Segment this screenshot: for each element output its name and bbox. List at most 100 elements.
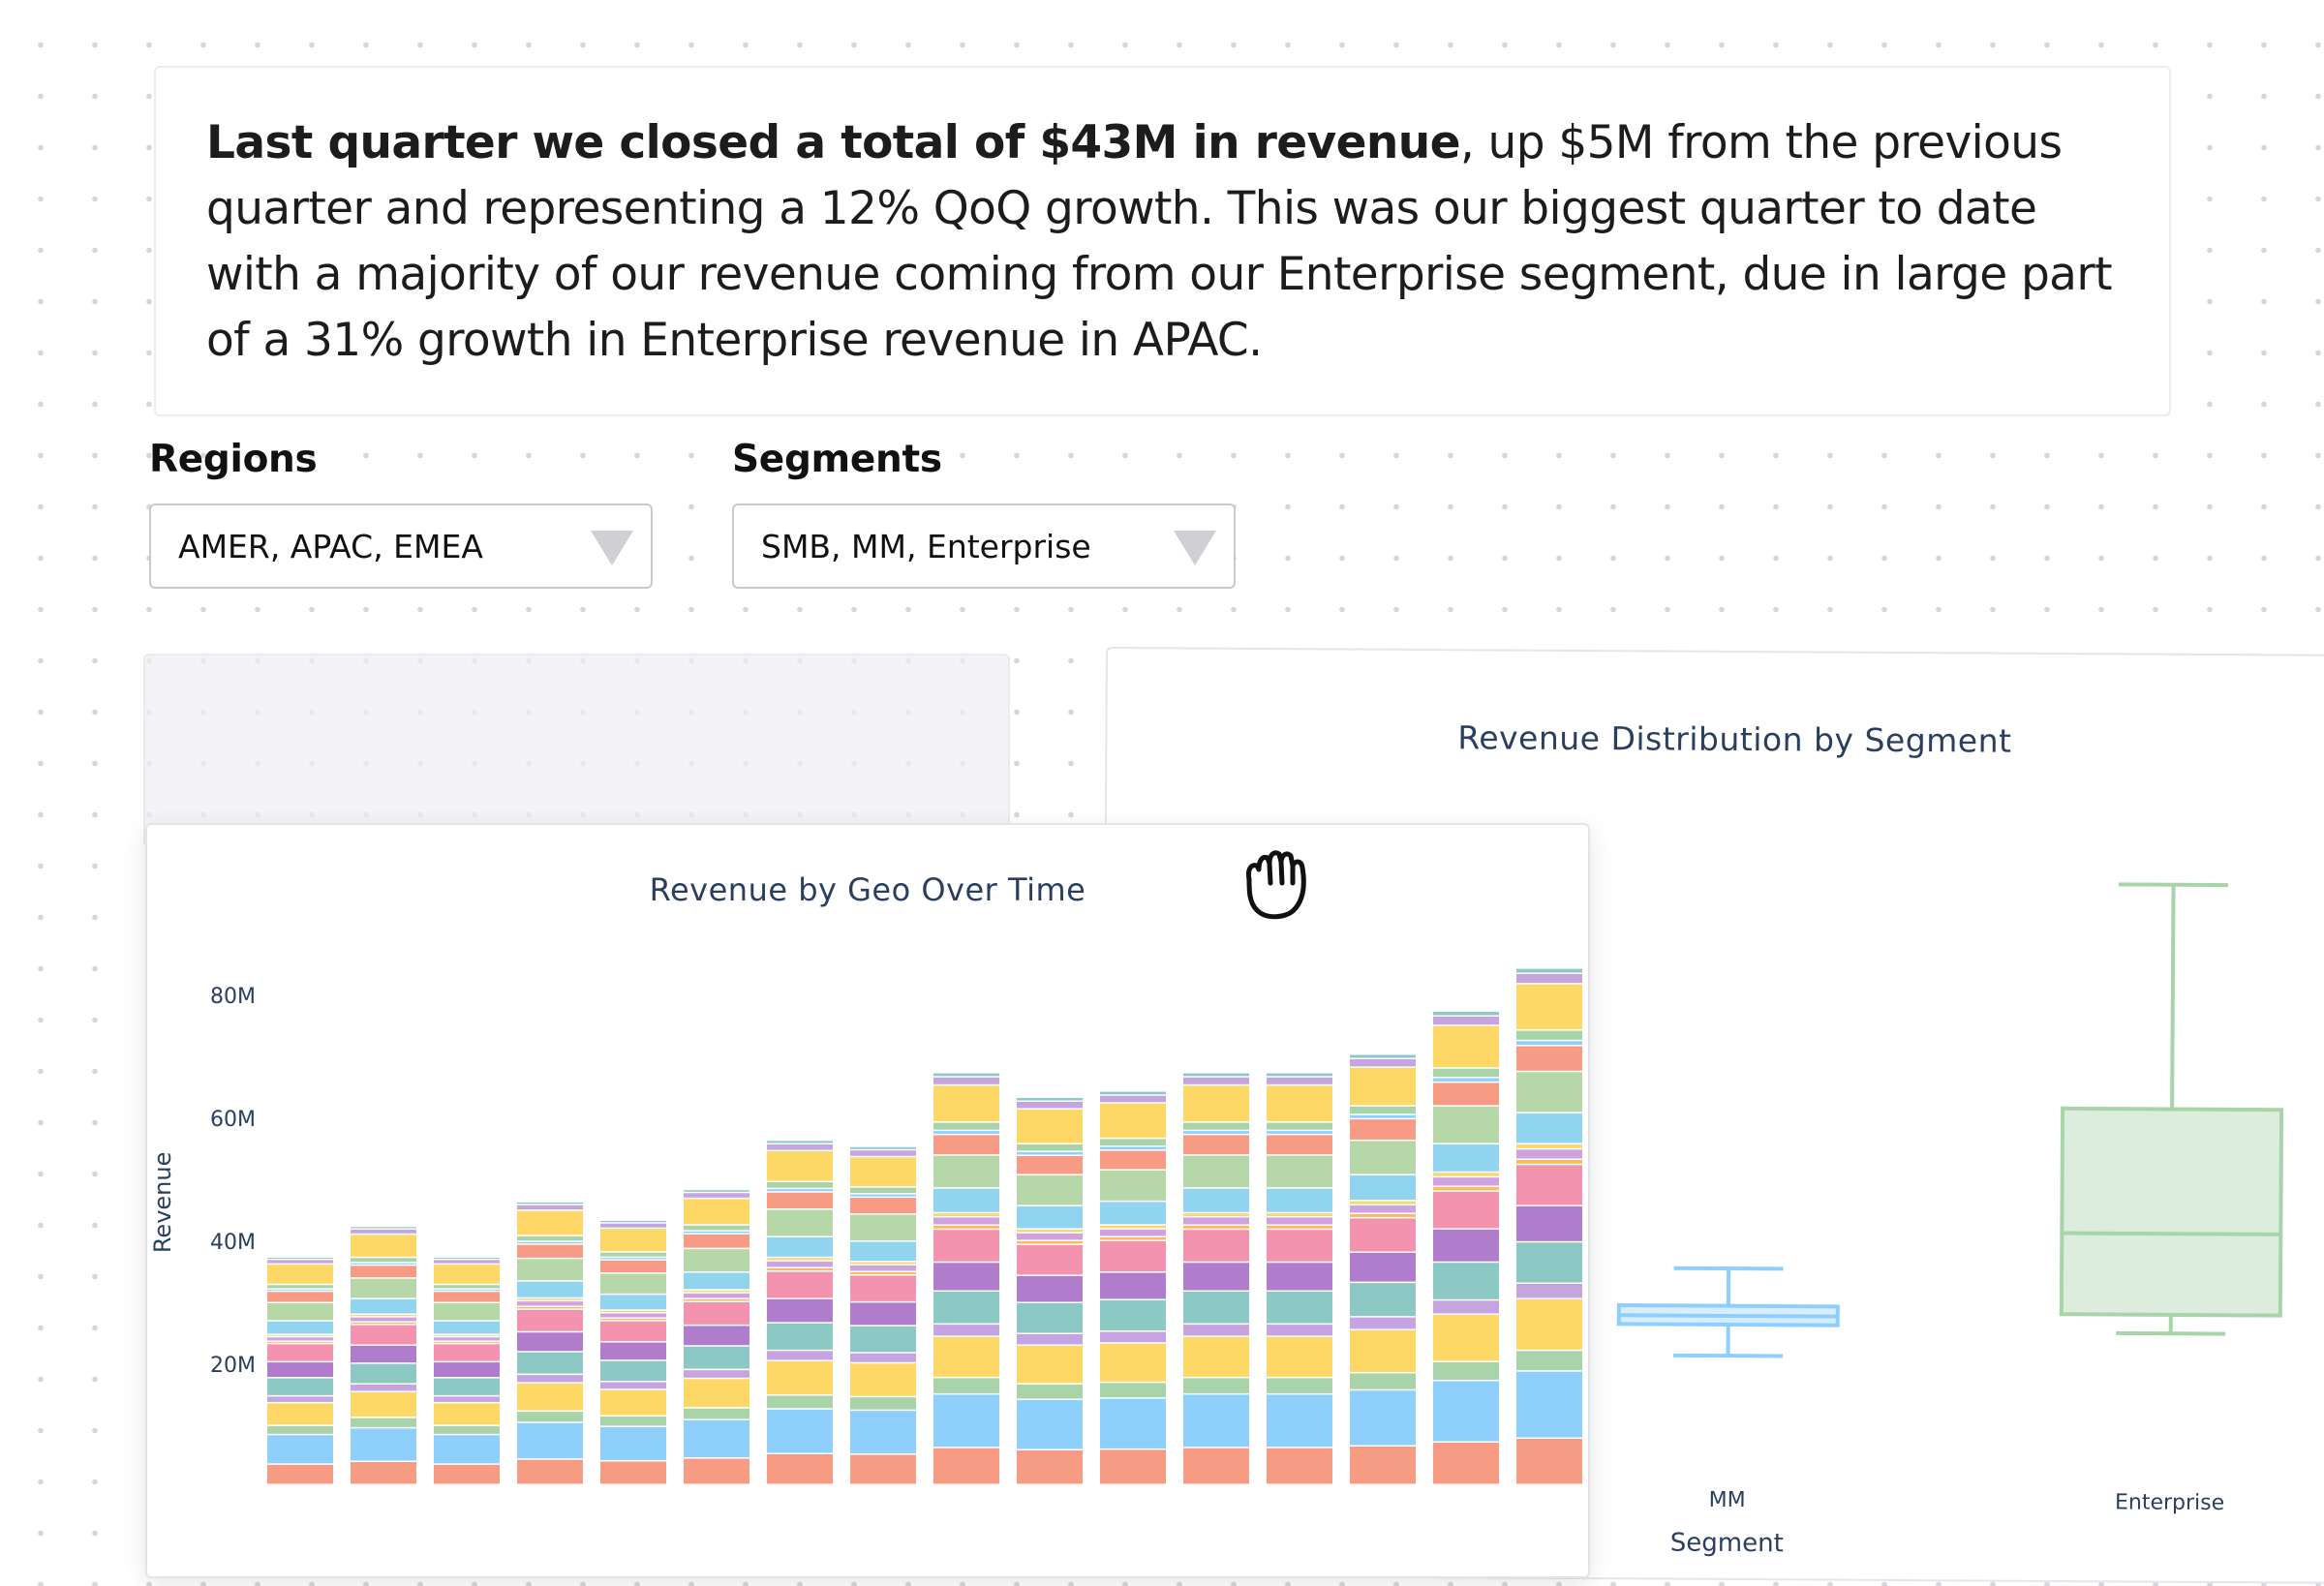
bar-segment[interactable] bbox=[1183, 1226, 1249, 1229]
bar-segment[interactable] bbox=[1100, 1104, 1166, 1138]
bar-segment[interactable] bbox=[1017, 1276, 1083, 1302]
bar-segment[interactable] bbox=[600, 1229, 666, 1251]
bar-segment[interactable] bbox=[434, 1465, 500, 1484]
bar-segment[interactable] bbox=[933, 1230, 999, 1262]
bar-segment[interactable] bbox=[1267, 1230, 1332, 1262]
bar-segment[interactable] bbox=[1516, 969, 1582, 973]
bar-segment[interactable] bbox=[1100, 1230, 1166, 1236]
bar-segment[interactable] bbox=[1017, 1098, 1083, 1101]
bar-stack[interactable] bbox=[517, 1203, 583, 1484]
bar-segment[interactable] bbox=[517, 1298, 583, 1299]
bar-segment[interactable] bbox=[351, 1392, 416, 1417]
chevron-down-icon[interactable] bbox=[591, 531, 633, 565]
bar-segment[interactable] bbox=[517, 1423, 583, 1458]
bar-segment[interactable] bbox=[434, 1435, 500, 1463]
bar-segment[interactable] bbox=[1267, 1085, 1332, 1121]
bar-segment[interactable] bbox=[434, 1265, 500, 1284]
bar-segment[interactable] bbox=[1267, 1156, 1332, 1188]
bar-segment[interactable] bbox=[1516, 1144, 1582, 1148]
bar-segment[interactable] bbox=[600, 1361, 666, 1381]
bar-segment[interactable] bbox=[434, 1292, 500, 1301]
bar-segment[interactable] bbox=[767, 1410, 833, 1453]
bar-segment[interactable] bbox=[1350, 1068, 1416, 1106]
bar-segment[interactable] bbox=[1183, 1337, 1249, 1377]
box-enterprise[interactable] bbox=[2062, 884, 2283, 1334]
bar-segment[interactable] bbox=[600, 1314, 666, 1318]
bar-segment[interactable] bbox=[1267, 1217, 1332, 1224]
bar-segment[interactable] bbox=[1350, 1175, 1416, 1200]
bar-segment[interactable] bbox=[267, 1465, 333, 1484]
bar-segment[interactable] bbox=[933, 1378, 999, 1393]
bar-segment[interactable] bbox=[517, 1301, 583, 1305]
bar-segment[interactable] bbox=[351, 1235, 416, 1257]
bar-segment[interactable] bbox=[933, 1394, 999, 1447]
bar-segment[interactable] bbox=[1350, 1214, 1416, 1217]
bar-segment[interactable] bbox=[1516, 1372, 1582, 1438]
bar-segment[interactable] bbox=[434, 1335, 500, 1336]
bar-segment[interactable] bbox=[517, 1282, 583, 1297]
bar-segment[interactable] bbox=[1183, 1135, 1249, 1154]
bar-segment[interactable] bbox=[1267, 1394, 1332, 1447]
bar-segment[interactable] bbox=[517, 1203, 583, 1204]
bar-segment[interactable] bbox=[600, 1311, 666, 1312]
bar-segment[interactable] bbox=[684, 1302, 749, 1325]
bar-segment[interactable] bbox=[434, 1362, 500, 1377]
bar-segment[interactable] bbox=[267, 1285, 333, 1288]
bar-segment[interactable] bbox=[600, 1274, 666, 1294]
bar-segment[interactable] bbox=[351, 1323, 416, 1324]
bar-segment[interactable] bbox=[1433, 1443, 1499, 1484]
bar-stack[interactable] bbox=[1017, 1098, 1083, 1484]
bar-segment[interactable] bbox=[1433, 1173, 1499, 1175]
bar-segment[interactable] bbox=[1433, 1187, 1499, 1190]
bar-segment[interactable] bbox=[933, 1131, 999, 1134]
bar-segment[interactable] bbox=[684, 1226, 749, 1231]
bar-segment[interactable] bbox=[850, 1266, 916, 1270]
bar-segment[interactable] bbox=[933, 1325, 999, 1335]
bar-segment[interactable] bbox=[684, 1326, 749, 1345]
bar-stack[interactable] bbox=[267, 1258, 333, 1483]
bar-segment[interactable] bbox=[767, 1141, 833, 1143]
bar-segment[interactable] bbox=[517, 1384, 583, 1411]
bar-segment[interactable] bbox=[517, 1211, 583, 1235]
bar-segment[interactable] bbox=[267, 1258, 333, 1259]
bar-segment[interactable] bbox=[767, 1193, 833, 1208]
bar-segment[interactable] bbox=[1433, 1144, 1499, 1172]
bar-segment[interactable] bbox=[1183, 1189, 1249, 1212]
bar-segment[interactable] bbox=[600, 1383, 666, 1389]
bar-segment[interactable] bbox=[351, 1428, 416, 1460]
bar-segment[interactable] bbox=[850, 1188, 916, 1193]
bar-segment[interactable] bbox=[1516, 1031, 1582, 1040]
bar-segment[interactable] bbox=[850, 1147, 916, 1149]
bar-segment[interactable] bbox=[684, 1291, 749, 1293]
bar-segment[interactable] bbox=[1516, 1047, 1582, 1071]
bar-stack[interactable] bbox=[767, 1141, 833, 1483]
bar-segment[interactable] bbox=[351, 1418, 416, 1427]
bar-segment[interactable] bbox=[267, 1260, 333, 1263]
bar-segment[interactable] bbox=[1350, 1253, 1416, 1282]
bar-segment[interactable] bbox=[767, 1268, 833, 1270]
bar-segment[interactable] bbox=[1350, 1330, 1416, 1372]
bar-segment[interactable] bbox=[1433, 1079, 1499, 1082]
bar-segment[interactable] bbox=[684, 1379, 749, 1407]
bar-segment[interactable] bbox=[434, 1260, 500, 1263]
bar-segment[interactable] bbox=[684, 1235, 749, 1248]
bar-segment[interactable] bbox=[1017, 1241, 1083, 1244]
bar-segment[interactable] bbox=[684, 1420, 749, 1457]
bar-segment[interactable] bbox=[351, 1266, 416, 1277]
bar-segment[interactable] bbox=[600, 1221, 666, 1222]
bar-segment[interactable] bbox=[1516, 1041, 1582, 1045]
box-mm[interactable] bbox=[1619, 1267, 1839, 1357]
bar-segment[interactable] bbox=[1017, 1175, 1083, 1205]
bar-segment[interactable] bbox=[600, 1461, 666, 1483]
bar-segment[interactable] bbox=[933, 1156, 999, 1188]
bar-segment[interactable] bbox=[1017, 1206, 1083, 1229]
bar-segment[interactable] bbox=[684, 1199, 749, 1224]
bar-segment[interactable] bbox=[1516, 1160, 1582, 1164]
bar-stack[interactable] bbox=[1267, 1074, 1332, 1484]
bar-segment[interactable] bbox=[267, 1396, 333, 1402]
bar-segment[interactable] bbox=[267, 1342, 333, 1343]
bar-segment[interactable] bbox=[600, 1295, 666, 1309]
bar-segment[interactable] bbox=[434, 1426, 500, 1434]
bar-segment[interactable] bbox=[933, 1078, 999, 1084]
bar-segment[interactable] bbox=[767, 1351, 833, 1359]
